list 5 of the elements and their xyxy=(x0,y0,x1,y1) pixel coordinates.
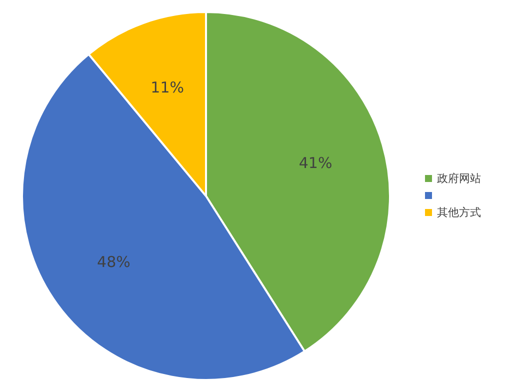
legend-label: 政府网站 xyxy=(437,171,481,186)
data-label: 41% xyxy=(298,154,332,172)
legend-label: 其他方式 xyxy=(437,205,481,220)
data-label: 11% xyxy=(150,78,184,97)
data-label: 48% xyxy=(97,252,130,271)
